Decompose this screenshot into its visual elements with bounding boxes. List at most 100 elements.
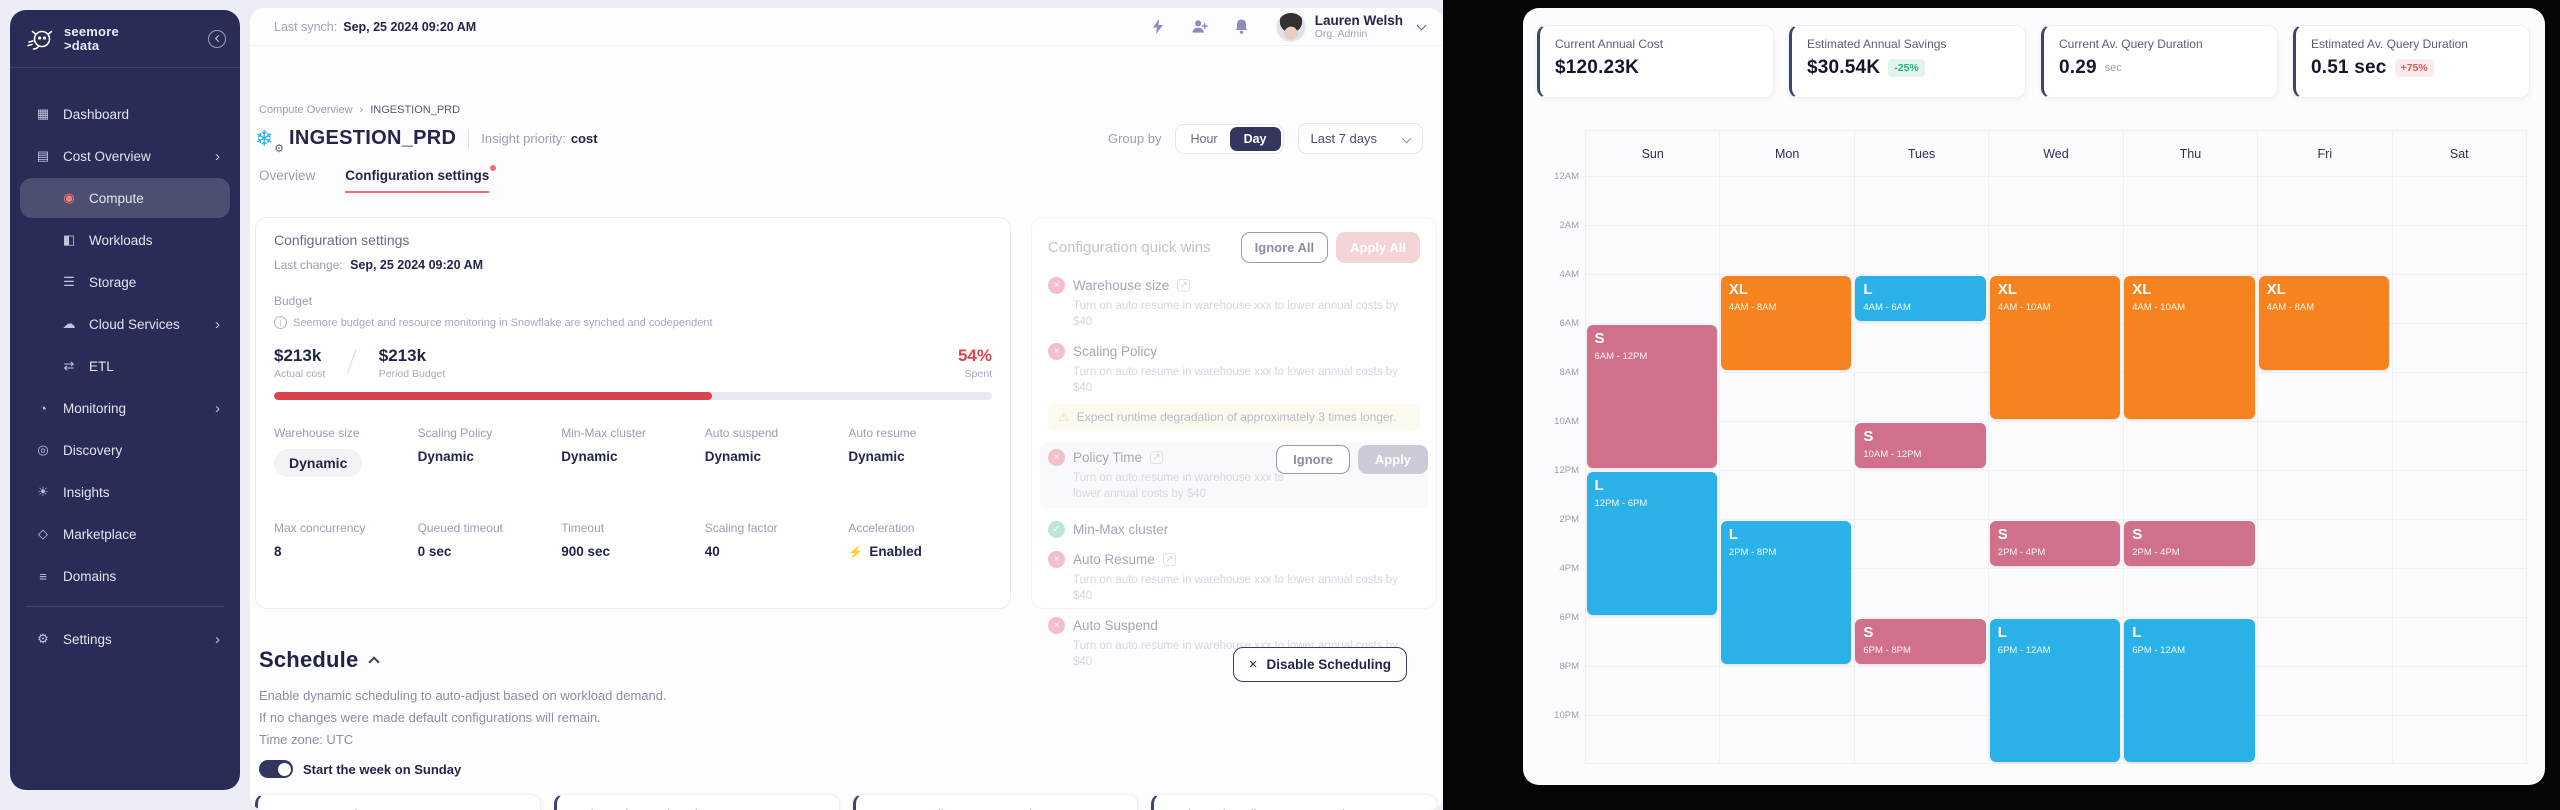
ignore-button[interactable]: Ignore (1276, 445, 1350, 475)
sidebar-item-marketplace[interactable]: ◇ Marketplace (20, 514, 230, 554)
metric-card-current-median-query-duration: Current Median Query Duration (852, 794, 1139, 810)
field-label: Min-Max cluster (561, 426, 646, 441)
sidebar-item-etl[interactable]: ⇄ ETL (20, 346, 230, 386)
cost-overview-icon: ▤ (36, 148, 50, 163)
sidebar-item-workloads[interactable]: ◧ Workloads (20, 220, 230, 260)
sidebar-item-label: Workloads (89, 232, 153, 248)
sidebar-item-dashboard[interactable]: ▦ Dashboard (20, 94, 230, 134)
schedule-event-thu-s[interactable]: S 2PM - 4PM (2124, 520, 2255, 566)
time-label-8pm: 8PM (1559, 661, 1579, 672)
period-budget-label: Period Budget (378, 367, 446, 380)
field-value: Dynamic (274, 449, 418, 478)
schedule-event-tues-l[interactable]: L 4AM - 6AM (1855, 275, 1986, 321)
tab-overview[interactable]: Overview (259, 168, 316, 183)
external-link-icon[interactable]: ↗ (1162, 553, 1176, 567)
sidebar-item-label: Cost Overview (63, 148, 151, 164)
config-field-scaling-policy: Scaling Policy Dynamic (418, 426, 562, 477)
quickwin-description: Turn on auto resume in warehouse xxx to … (1073, 366, 1398, 394)
chevron-right-icon: › (215, 630, 220, 648)
field-label: Queued timeout (417, 521, 503, 536)
duration-badge: +75% (2394, 59, 2434, 77)
day-header-thu: Thu (2122, 131, 2257, 176)
logo[interactable]: seemore >data (26, 25, 208, 52)
cow-logo-icon (27, 30, 53, 50)
schedule-event-tues-s[interactable]: S 6PM - 8PM (1855, 618, 1986, 664)
schedule-event-thu-xl[interactable]: XL 4AM - 10AM (2124, 275, 2255, 419)
event-time-range: 4AM - 8AM (1728, 301, 1777, 313)
sidebar-collapse-icon[interactable] (208, 29, 226, 48)
stat-card-current-query-duration: Current Av. Query Duration 0.29 sec (2041, 25, 2278, 98)
bell-icon[interactable] (1234, 19, 1250, 35)
last-change: Last change: Sep, 25 2024 09:20 AM (274, 258, 992, 272)
schedule-line-2: If no changes were made default configur… (259, 710, 601, 726)
user-menu[interactable]: Lauren Welsh Org. Admin (1275, 11, 1427, 42)
sidebar-item-compute[interactable]: ◉ Compute (20, 178, 230, 218)
field-value: 8 (274, 544, 282, 560)
budget-label: Budget (274, 294, 313, 308)
external-link-icon[interactable]: ↗ (1177, 279, 1191, 292)
date-range-select[interactable]: Last 7 days (1297, 123, 1423, 154)
config-fields-row1: Warehouse size Dynamic Scaling Policy Dynam… (274, 426, 992, 478)
schedule-event-mon-xl[interactable]: XL 4AM - 8AM (1720, 275, 1852, 370)
group-by-day[interactable]: Day (1229, 126, 1281, 151)
schedule-event-wed-l[interactable]: L 6PM - 12AM (1989, 618, 2121, 762)
schedule-event-mon-l[interactable]: L 2PM - 8PM (1720, 520, 1852, 664)
external-link-icon[interactable]: ↗ (1150, 451, 1164, 465)
disable-scheduling-button[interactable]: × Disable Scheduling (1232, 647, 1407, 682)
sidebar-item-label: Storage (89, 274, 137, 290)
schedule-event-thu-l[interactable]: L 6PM - 12AM (2124, 618, 2255, 762)
sidebar-item-discovery[interactable]: ◎ Discovery (20, 430, 230, 470)
sidebar-item-monitoring[interactable]: ◔ Monitoring › (20, 388, 230, 428)
domains-icon: ≡ (39, 568, 47, 584)
schedule-event-fri-xl[interactable]: XL 4AM - 8AM (2258, 275, 2390, 370)
group-by-hour[interactable]: Hour (1190, 131, 1218, 146)
schedule-event-wed-s[interactable]: S 2PM - 4PM (1989, 520, 2121, 566)
week-start-toggle[interactable] (259, 760, 293, 779)
field-label: Warehouse size (274, 426, 360, 441)
sidebar-item-cost-overview[interactable]: ▤ Cost Overview › (20, 136, 230, 176)
ignore-all-button[interactable]: Ignore All (1240, 232, 1329, 263)
event-time-range: 6PM - 12AM (2132, 644, 2185, 656)
add-user-icon[interactable] (1192, 19, 1208, 35)
acceleration-bolt-icon: ⚡ (848, 544, 864, 559)
field-value: ⚡ Enabled (848, 544, 922, 560)
quick-wins-list: × Warehouse size ↗ Turn on auto resume in w… (1040, 277, 1428, 670)
configuration-settings-card: Configuration settings Last change: Sep,… (255, 217, 1011, 609)
apply-button[interactable]: Apply (1357, 445, 1428, 475)
breadcrumb-parent[interactable]: Compute Overview (259, 104, 353, 116)
day-header-sat: Sat (2391, 131, 2526, 176)
insight-priority-value: cost (570, 131, 598, 146)
cloud-services-icon: ☁ (62, 316, 76, 331)
apply-all-button[interactable]: Apply All (1336, 232, 1420, 263)
collapse-chevron-icon[interactable] (368, 656, 381, 668)
schedule-event-sun-l[interactable]: L 12PM - 6PM (1586, 471, 1717, 615)
event-time-range: 4AM - 10AM (1997, 301, 2051, 313)
field-label: Auto suspend (704, 426, 779, 441)
tab-configuration-settings[interactable]: Configuration settings (345, 165, 497, 193)
sidebar-item-storage[interactable]: ☰ Storage (20, 262, 230, 302)
settings-icon: ⚙ (37, 631, 49, 646)
time-label-6pm: 6PM (1559, 612, 1579, 623)
group-by-segmented-control: Hour Day (1175, 123, 1284, 154)
metric-card-label: Estimated Median Query Duration (1170, 808, 1420, 810)
schedule-event-tues-s[interactable]: S 10AM - 12PM (1855, 422, 1986, 468)
stat-value: $30.54K (1807, 57, 1881, 78)
sidebar-item-domains[interactable]: ≡ Domains (20, 556, 230, 596)
schedule-event-wed-xl[interactable]: XL 4AM - 10AM (1989, 275, 2121, 419)
time-label-2pm: 2PM (1559, 514, 1579, 525)
period-budget-value: $213k (378, 346, 427, 365)
chevron-right-icon: › (215, 315, 220, 333)
insight-priority-label: Insight priority: (481, 131, 566, 146)
sidebar-item-cloud-services[interactable]: ☁ Cloud Services › (20, 304, 230, 344)
sidebar-item-settings[interactable]: ⚙ Settings › (20, 619, 230, 659)
event-size-label: XL (1997, 280, 2017, 298)
event-size-label: XL (2266, 280, 2286, 298)
bolt-icon[interactable] (1150, 19, 1166, 35)
time-label-4am: 4AM (1559, 269, 1579, 280)
schedule-event-sun-s[interactable]: S 6AM - 12PM (1586, 324, 1717, 468)
time-label-8am: 8AM (1559, 367, 1579, 378)
sidebar-item-insights[interactable]: ☀ Insights (20, 472, 230, 512)
quickwin-item-min-max-cluster: ✓ Min-Max cluster (1048, 521, 1420, 539)
sidebar-header: seemore >data (10, 10, 240, 68)
